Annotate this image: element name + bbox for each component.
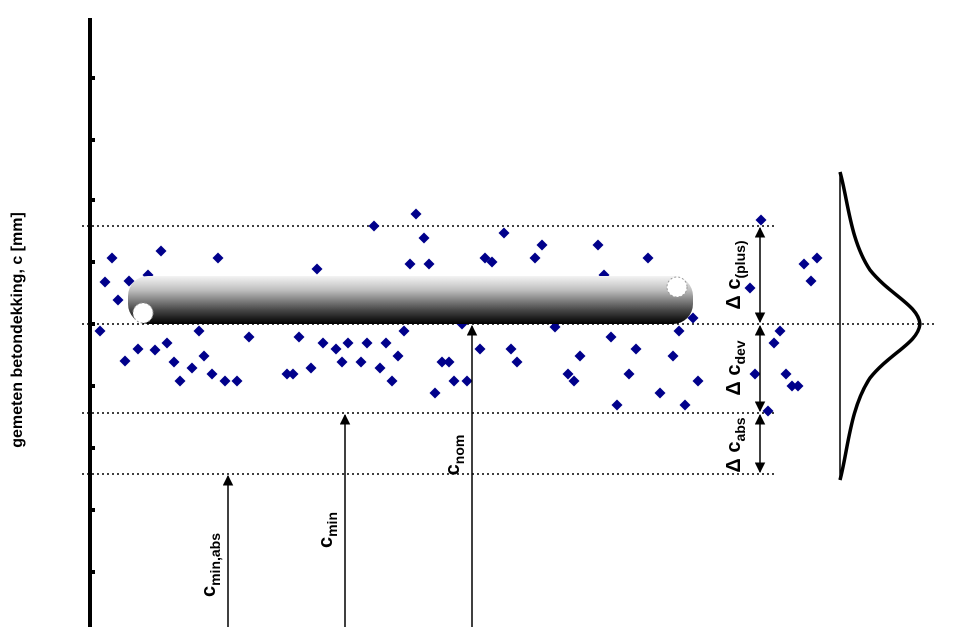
measurement-point xyxy=(393,351,404,362)
measurement-point xyxy=(530,253,541,264)
measurement-point xyxy=(781,369,792,380)
measurement-point xyxy=(475,344,486,355)
measurement-point xyxy=(812,253,823,264)
measurement-point xyxy=(499,228,510,239)
measurement-point xyxy=(680,400,691,411)
measurement-point xyxy=(537,240,548,251)
measurement-point xyxy=(769,338,780,349)
measurement-point xyxy=(381,338,392,349)
measurement-point xyxy=(232,376,243,387)
label: Δ c(plus) xyxy=(723,240,748,309)
measurement-point xyxy=(318,338,329,349)
measurement-point xyxy=(207,369,218,380)
axis-label: gemeten betondekking, c [mm] xyxy=(9,212,26,448)
measurement-point xyxy=(312,264,323,275)
measurement-point xyxy=(655,388,666,399)
measurement-point xyxy=(593,240,604,251)
measurement-point xyxy=(430,388,441,399)
measurement-point xyxy=(643,253,654,264)
rebar xyxy=(128,276,693,324)
measurement-point xyxy=(169,357,180,368)
measurement-point xyxy=(668,351,679,362)
measurement-point xyxy=(113,295,124,306)
measurement-point xyxy=(331,344,342,355)
measurement-point xyxy=(213,253,224,264)
measurement-point xyxy=(506,344,517,355)
measurement-point xyxy=(631,344,642,355)
measurement-point xyxy=(337,357,348,368)
measurement-point xyxy=(444,357,455,368)
axis xyxy=(90,18,95,627)
measurement-point xyxy=(693,376,704,387)
measurement-point xyxy=(799,259,810,270)
measurement-point xyxy=(763,406,774,417)
measurement-point xyxy=(612,400,623,411)
measurement-point xyxy=(175,376,186,387)
measurement-point xyxy=(107,253,118,264)
measurement-point xyxy=(288,369,299,380)
diagram: gemeten betondekking, c [mm] cmin,abs cm… xyxy=(0,0,954,627)
measurement-point xyxy=(306,363,317,374)
label: cnom xyxy=(442,435,467,476)
measurement-point xyxy=(793,381,804,392)
label: cmin xyxy=(315,512,340,548)
measurement-point xyxy=(362,338,373,349)
measurement-point xyxy=(606,332,617,343)
measurement-point xyxy=(405,259,416,270)
label: Δ cabs xyxy=(723,417,748,472)
distribution xyxy=(840,172,920,480)
measurement-point xyxy=(575,351,586,362)
measurement-point xyxy=(100,277,111,288)
measurement-point xyxy=(375,363,386,374)
measurement-point xyxy=(462,376,473,387)
measurement-point xyxy=(194,326,205,337)
measurement-point xyxy=(95,326,106,337)
measurement-point xyxy=(133,344,144,355)
measurement-point xyxy=(775,326,786,337)
measurement-point xyxy=(244,332,255,343)
measurement-point xyxy=(399,326,410,337)
measurement-point xyxy=(750,369,761,380)
measurement-point xyxy=(187,363,198,374)
label: Δ cdev xyxy=(723,340,748,395)
measurement-point xyxy=(294,332,305,343)
measurement-point xyxy=(745,283,756,294)
measurement-point xyxy=(419,233,430,244)
measurement-point xyxy=(624,369,635,380)
measurement-point xyxy=(512,357,523,368)
measurement-point xyxy=(806,276,817,287)
measurement-point xyxy=(220,376,231,387)
measurement-point xyxy=(343,338,354,349)
measurement-point xyxy=(150,345,161,356)
measurement-point xyxy=(756,215,767,226)
measurement-point xyxy=(120,356,131,367)
measurement-point xyxy=(156,246,167,257)
measurement-point xyxy=(674,326,685,337)
measurement-point xyxy=(199,351,210,362)
measurement-point xyxy=(424,259,435,270)
measurement-point xyxy=(356,357,367,368)
label: cmin,abs xyxy=(198,533,223,597)
measurement-point xyxy=(369,221,380,232)
measurement-point xyxy=(387,376,398,387)
measurement-point xyxy=(162,338,173,349)
measurement-point xyxy=(449,376,460,387)
measurement-point xyxy=(411,209,422,220)
